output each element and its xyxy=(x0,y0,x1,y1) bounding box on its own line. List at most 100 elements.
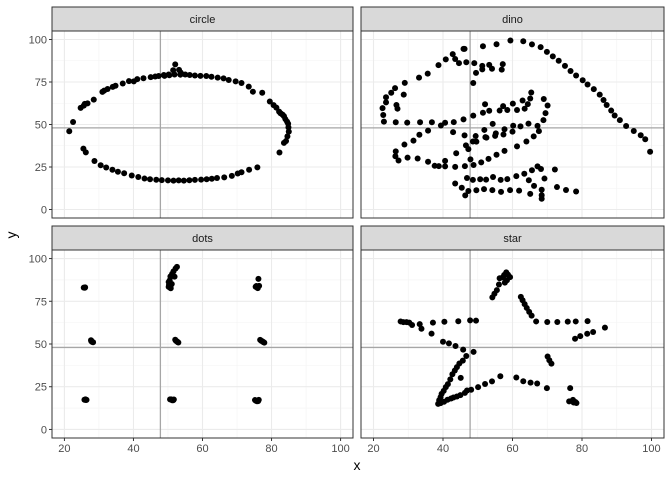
data-point xyxy=(523,138,530,145)
data-point xyxy=(234,170,241,177)
data-point xyxy=(380,111,387,118)
data-point xyxy=(445,340,452,347)
data-point xyxy=(509,128,516,135)
data-point xyxy=(537,166,544,173)
data-point xyxy=(496,107,503,114)
data-point xyxy=(517,123,524,130)
data-point xyxy=(482,101,489,108)
data-point xyxy=(379,105,386,112)
data-point xyxy=(404,154,411,161)
strip-dino xyxy=(360,6,665,32)
data-point xyxy=(409,322,416,329)
data-point xyxy=(563,186,570,193)
data-point xyxy=(467,156,474,163)
data-point xyxy=(249,88,256,95)
data-point xyxy=(168,281,175,288)
data-point xyxy=(191,176,198,183)
panel-border-dino xyxy=(360,30,665,219)
data-point xyxy=(603,101,610,108)
data-point xyxy=(170,396,177,403)
data-point xyxy=(460,45,467,52)
data-point xyxy=(228,172,235,179)
data-point xyxy=(452,180,459,187)
data-point xyxy=(90,96,97,103)
data-point xyxy=(203,73,210,80)
data-point xyxy=(435,62,442,69)
data-point xyxy=(501,279,508,286)
y-tick-label: 50 xyxy=(35,120,47,132)
data-point xyxy=(481,126,488,133)
data-point xyxy=(177,69,184,76)
data-point xyxy=(590,86,597,93)
data-point xyxy=(470,161,477,168)
data-point xyxy=(461,132,468,139)
data-point xyxy=(520,38,527,45)
data-point xyxy=(191,72,198,79)
data-point xyxy=(551,166,558,173)
data-point xyxy=(566,398,573,405)
data-point xyxy=(509,100,516,107)
data-point xyxy=(483,134,490,141)
data-point xyxy=(542,110,549,117)
data-point xyxy=(280,139,287,146)
data-point xyxy=(467,317,474,324)
y-tick-label: 0 xyxy=(41,205,47,217)
data-point xyxy=(134,76,141,83)
data-point xyxy=(147,176,154,183)
data-point xyxy=(450,129,457,136)
data-point xyxy=(266,98,273,105)
strip-label-circle: circle xyxy=(190,14,216,26)
data-point xyxy=(458,184,465,191)
data-point xyxy=(489,187,496,194)
data-point xyxy=(479,109,486,116)
data-point xyxy=(554,318,561,325)
panel-star: star 20 40 60 80 100 xyxy=(360,225,665,455)
data-point xyxy=(410,137,417,144)
data-point xyxy=(553,184,560,191)
data-point xyxy=(153,176,160,183)
data-point xyxy=(428,330,435,337)
data-point xyxy=(170,67,177,74)
data-point xyxy=(453,150,460,157)
y-tick-label: 0 xyxy=(41,424,47,436)
x-tick-label: 100 xyxy=(642,443,660,455)
data-point xyxy=(158,177,165,184)
data-point xyxy=(461,163,468,170)
data-point xyxy=(255,396,262,403)
data-point xyxy=(208,73,215,80)
panel-circle: circle 0 25 50 75 100 xyxy=(29,6,354,219)
data-point xyxy=(172,61,179,68)
data-point xyxy=(460,116,467,123)
x-axis-title: x xyxy=(354,457,361,473)
data-point xyxy=(513,374,520,381)
data-point xyxy=(165,71,172,78)
data-point xyxy=(70,118,77,125)
data-point xyxy=(393,101,400,108)
data-point xyxy=(647,148,654,155)
data-point xyxy=(520,378,527,385)
data-point xyxy=(498,66,505,73)
data-point xyxy=(564,318,571,325)
data-point xyxy=(109,166,116,173)
data-point xyxy=(465,187,472,194)
data-point xyxy=(567,67,574,74)
data-point xyxy=(449,371,456,378)
data-point xyxy=(493,41,500,48)
data-point xyxy=(254,164,261,171)
data-point xyxy=(455,60,462,67)
data-point xyxy=(141,175,148,182)
data-point xyxy=(414,155,421,162)
data-point xyxy=(469,138,476,145)
data-point xyxy=(392,153,399,160)
data-point xyxy=(220,75,227,82)
data-point xyxy=(549,53,556,60)
data-point xyxy=(611,112,618,119)
data-point xyxy=(114,168,121,175)
panel-dino: dino xyxy=(360,6,665,219)
data-point xyxy=(573,72,580,79)
data-point xyxy=(388,89,395,96)
data-point xyxy=(428,119,435,126)
x-tick-label: 60 xyxy=(506,443,518,455)
data-point xyxy=(500,103,507,110)
data-point xyxy=(460,346,467,353)
